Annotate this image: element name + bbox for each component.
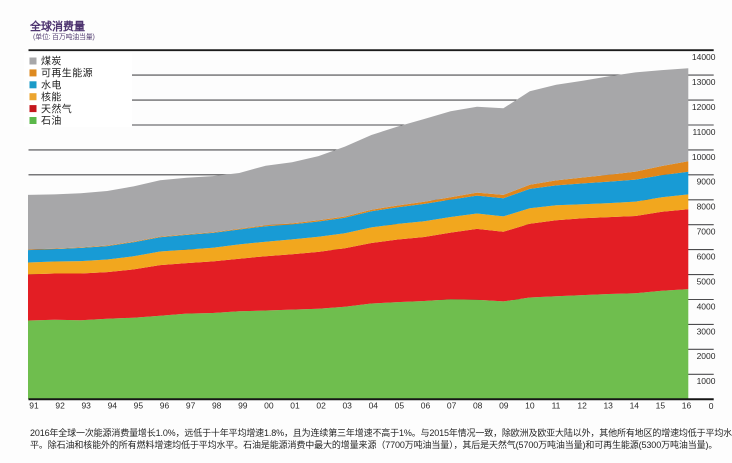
svg-text:核能: 核能 [41, 90, 62, 103]
svg-text:06: 06 [421, 401, 431, 411]
svg-text:4000: 4000 [697, 301, 716, 311]
svg-text:00: 00 [264, 401, 274, 411]
svg-text:91: 91 [29, 401, 39, 411]
svg-text:07: 07 [447, 401, 457, 411]
svg-text:95: 95 [134, 401, 144, 411]
svg-text:石油: 石油 [41, 114, 62, 127]
svg-text:09: 09 [499, 401, 509, 411]
svg-text:6000: 6000 [697, 252, 716, 262]
svg-text:16: 16 [682, 401, 692, 411]
svg-text:3000: 3000 [697, 326, 716, 336]
svg-text:水电: 水电 [41, 79, 62, 92]
svg-text:0: 0 [709, 401, 714, 411]
svg-text:可再生能源: 可再生能源 [41, 67, 93, 80]
svg-text:08: 08 [473, 401, 483, 411]
svg-text:96: 96 [160, 401, 170, 411]
svg-text:12: 12 [577, 401, 587, 411]
svg-text:煤炭: 煤炭 [41, 55, 62, 68]
svg-text:01: 01 [290, 401, 300, 411]
svg-text:7000: 7000 [697, 227, 716, 237]
svg-text:8000: 8000 [697, 202, 716, 212]
svg-text:05: 05 [395, 401, 405, 411]
svg-text:02: 02 [316, 401, 326, 411]
svg-text:1000: 1000 [697, 376, 716, 386]
svg-text:10000: 10000 [692, 152, 716, 162]
svg-text:93: 93 [81, 401, 91, 411]
svg-text:14000: 14000 [692, 52, 716, 62]
svg-text:94: 94 [108, 401, 118, 411]
svg-text:04: 04 [369, 401, 379, 411]
svg-text:11000: 11000 [692, 127, 715, 137]
svg-text:92: 92 [55, 401, 65, 411]
svg-text:天然气: 天然气 [41, 102, 72, 115]
svg-text:03: 03 [342, 401, 352, 411]
svg-text:2000: 2000 [697, 351, 716, 361]
svg-text:9000: 9000 [697, 177, 716, 187]
svg-text:98: 98 [212, 401, 222, 411]
svg-text:12000: 12000 [692, 102, 716, 112]
svg-text:13000: 13000 [692, 77, 716, 87]
svg-text:99: 99 [238, 401, 248, 411]
svg-text:11: 11 [552, 401, 561, 411]
svg-text:15: 15 [656, 401, 666, 411]
svg-text:14: 14 [630, 401, 640, 411]
svg-text:13: 13 [603, 401, 613, 411]
svg-text:97: 97 [186, 401, 196, 411]
svg-text:10: 10 [525, 401, 535, 411]
svg-text:5000: 5000 [697, 277, 716, 287]
